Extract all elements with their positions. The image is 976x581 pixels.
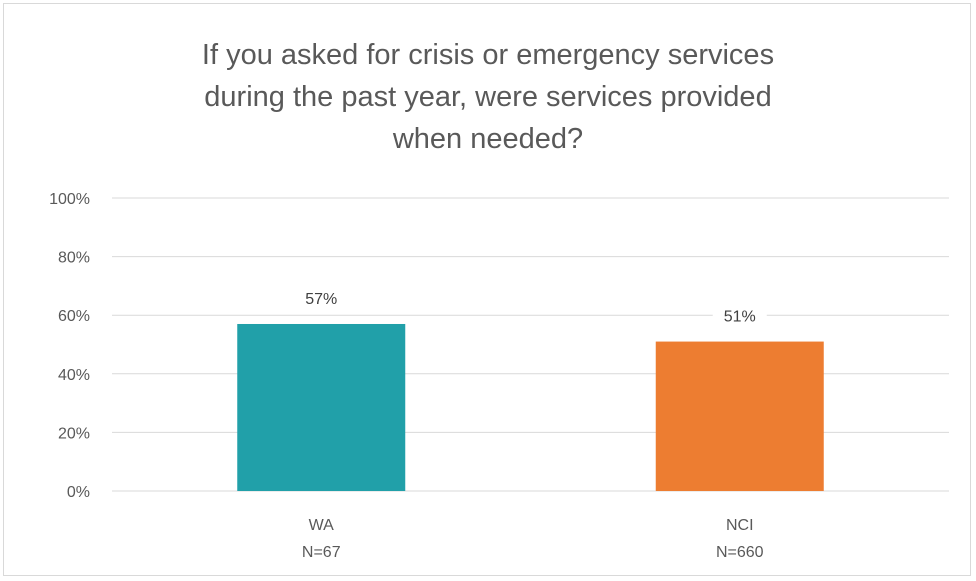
y-tick-label: 80% <box>58 250 90 267</box>
data-label-bg <box>712 305 767 328</box>
bar-wa <box>237 323 406 491</box>
data-label: 57% <box>305 291 337 308</box>
chart-title: If you asked for crisis or emergency ser… <box>201 39 775 155</box>
x-category-label: WA <box>309 517 335 534</box>
chart-frame: If you asked for crisis or emergency ser… <box>3 3 971 576</box>
y-tick-label: 0% <box>67 484 90 501</box>
x-category-sublabel: N=660 <box>716 544 764 561</box>
bar-nci <box>655 341 824 491</box>
y-tick-label: 20% <box>58 425 90 442</box>
y-tick-label: 100% <box>49 191 90 208</box>
data-label: 51% <box>724 309 756 326</box>
bar-chart: 0% 20% 40% 60% 80% 100% 57% WA N=67 51% NCI N=660 <box>49 191 949 561</box>
y-tick-label: 60% <box>58 308 90 325</box>
y-tick-label: 40% <box>58 367 90 384</box>
x-category-sublabel: N=67 <box>302 544 341 561</box>
x-category-label: NCI <box>726 517 754 534</box>
data-label-bg <box>294 287 349 310</box>
